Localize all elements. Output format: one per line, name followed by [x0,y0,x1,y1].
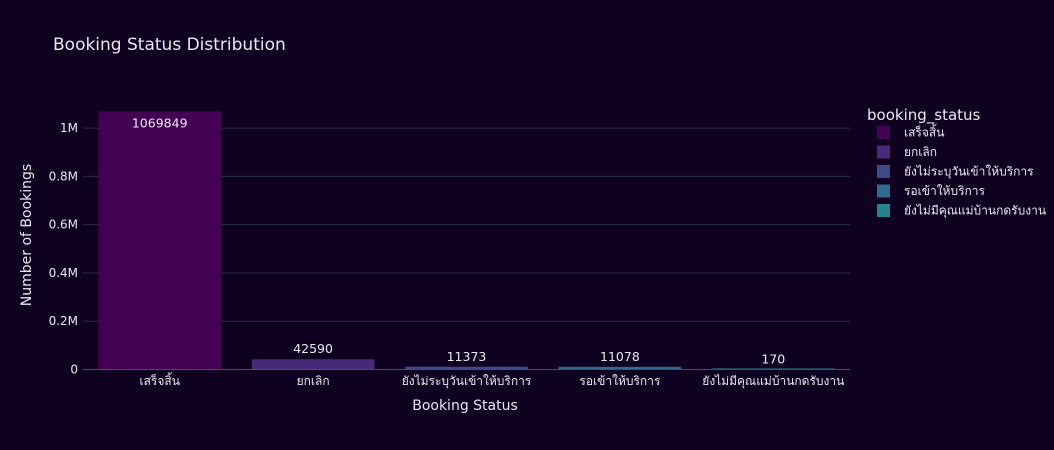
chart-title: Booking Status Distribution [53,35,286,55]
x-axis-ticks: เสร็จสิ้น ยกเลิก ยังไม่ระบุวันเข้าให้บริกา… [139,372,844,389]
bar[interactable] [405,366,528,370]
legend-swatch[interactable] [877,145,890,159]
y-tick-label: 0.2M [49,314,78,328]
legend-label[interactable]: เสร็จสิ้น [904,124,944,140]
bar-value-label: 170 [761,351,785,366]
y-tick-label: 0.6M [49,218,78,232]
x-tick-label: ยังไม่ระบุวันเข้าให้บริการ [402,374,532,389]
y-axis-ticks: 0 0.2M 0.4M 0.6M 0.8M 1M [49,121,78,376]
bar[interactable] [98,111,222,370]
bar-value-label: 1069849 [132,115,188,130]
y-tick-label: 1M [60,121,78,135]
bar-value-label: 42590 [293,341,333,356]
bar-value-label: 11078 [600,349,640,364]
legend-label[interactable]: ยังไม่ระบุวันเข้าให้บริการ [904,165,1034,180]
x-tick-label: ยกเลิก [297,374,330,388]
y-tick-label: 0.4M [49,266,78,280]
legend-swatch[interactable] [877,184,890,198]
y-axis-title: Number of Bookings [19,164,35,306]
legend-label[interactable]: รอเข้าให้บริการ [904,184,986,198]
bar[interactable] [558,366,682,370]
bar[interactable] [251,359,375,370]
legend-label[interactable]: ยกเลิก [904,145,937,159]
legend-swatch[interactable] [877,165,890,178]
legend-label[interactable]: ยังไม่มีคุณแม่บ้านกดรับงาน [904,204,1046,219]
y-tick-label: 0 [70,363,78,377]
x-tick-label: รอเข้าให้บริการ [579,374,661,388]
x-tick-label: ยังไม่มีคุณแม่บ้านกดรับงาน [702,374,844,389]
y-tick-label: 0.8M [49,169,78,183]
bars [98,111,835,370]
legend-swatch[interactable] [877,126,890,139]
bar-value-labels: 1069849 42590 11373 11078 170 [132,115,785,366]
legend: เสร็จสิ้นยกเลิกยังไม่ระบุวันเข้าให้บริกา… [877,124,1046,219]
legend-title: booking_status [867,106,981,125]
x-axis-title: Booking Status [412,398,518,414]
x-tick-label: เสร็จสิ้น [139,372,179,388]
legend-swatch[interactable] [877,204,890,217]
bar-value-label: 11373 [447,349,487,364]
